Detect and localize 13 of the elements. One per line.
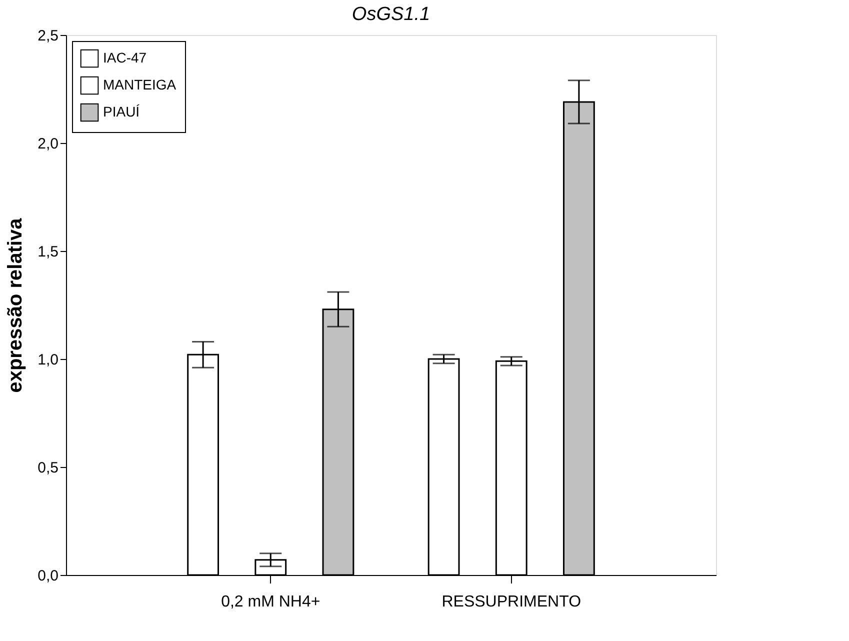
- y-tick-label: 0,5: [38, 460, 58, 476]
- x-tick-label: RESSUPRIMENTO: [442, 594, 582, 610]
- legend-label: PIAUÍ: [103, 104, 140, 120]
- y-tick-label: 2,0: [38, 136, 58, 152]
- y-tick-label: 0,0: [38, 568, 58, 584]
- y-axis-title: expressão relativa: [4, 217, 27, 393]
- legend-label: MANTEIGA: [103, 76, 177, 92]
- chart-title: OsGS1.1: [352, 4, 430, 25]
- y-tick-label: 1,5: [38, 244, 58, 260]
- x-tick-label: 0,2 mM NH4+: [221, 594, 320, 610]
- legend-label: IAC-47: [103, 50, 147, 66]
- y-tick-label: 2,5: [38, 28, 58, 44]
- y-tick-label: 1,0: [38, 352, 58, 368]
